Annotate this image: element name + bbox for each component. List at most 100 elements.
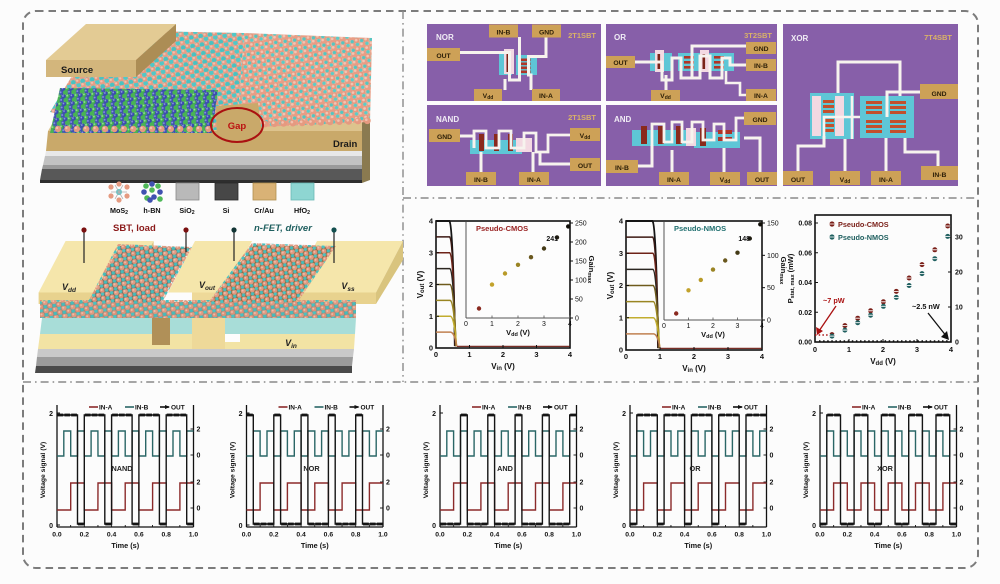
svg-text:Vin (V): Vin (V) — [491, 362, 515, 372]
svg-text:GND: GND — [539, 30, 554, 37]
svg-text:IN-B: IN-B — [325, 405, 339, 412]
svg-text:OUT: OUT — [791, 177, 806, 184]
svg-text:0: 0 — [960, 506, 964, 513]
svg-text:2: 2 — [49, 411, 53, 418]
svg-text:2: 2 — [812, 411, 816, 418]
svg-text:50: 50 — [767, 285, 775, 292]
svg-text:IN-A: IN-A — [527, 177, 541, 184]
svg-text:0.6: 0.6 — [324, 532, 334, 539]
svg-text:0.08: 0.08 — [798, 221, 812, 228]
svg-text:2T1SBT: 2T1SBT — [568, 31, 596, 40]
svg-text:1: 1 — [658, 352, 662, 361]
svg-text:IN-B: IN-B — [135, 405, 149, 412]
svg-text:Vdd (V): Vdd (V) — [506, 328, 530, 338]
svg-text:1: 1 — [687, 323, 691, 330]
svg-text:Vdd (V): Vdd (V) — [870, 357, 896, 367]
svg-text:Pseudo-CMOS: Pseudo-CMOS — [476, 224, 528, 233]
svg-text:0.8: 0.8 — [351, 532, 361, 539]
svg-text:NOR: NOR — [303, 464, 320, 473]
svg-text:0: 0 — [960, 453, 964, 460]
svg-text:0.04: 0.04 — [798, 280, 812, 287]
svg-text:Gainmax: Gainmax — [586, 256, 596, 285]
svg-text:XOR: XOR — [877, 464, 894, 473]
svg-text:Gainmax: Gainmax — [778, 257, 788, 286]
svg-text:30: 30 — [955, 235, 963, 242]
svg-text:IN-B: IN-B — [898, 405, 912, 412]
svg-text:Vdd: Vdd — [840, 177, 851, 185]
svg-text:1: 1 — [619, 313, 623, 322]
svg-text:OUT: OUT — [436, 53, 451, 60]
svg-text:IN-A: IN-A — [667, 177, 681, 184]
svg-text:0: 0 — [197, 506, 201, 513]
svg-text:2: 2 — [197, 427, 201, 434]
svg-text:0.0: 0.0 — [52, 532, 62, 539]
svg-text:1.0: 1.0 — [762, 532, 772, 539]
svg-text:0.4: 0.4 — [490, 532, 500, 539]
svg-text:0.4: 0.4 — [870, 532, 880, 539]
svg-text:Gap: Gap — [228, 121, 247, 132]
svg-text:100: 100 — [767, 253, 779, 260]
svg-text:100: 100 — [575, 278, 587, 285]
svg-text:2: 2 — [960, 427, 964, 434]
svg-text:Time (s): Time (s) — [301, 541, 329, 550]
svg-text:4: 4 — [619, 217, 624, 226]
svg-text:0: 0 — [622, 523, 626, 530]
svg-text:4: 4 — [949, 345, 954, 354]
svg-text:0.8: 0.8 — [544, 532, 554, 539]
svg-text:Vss: Vss — [341, 281, 355, 293]
svg-text:2: 2 — [770, 427, 774, 434]
svg-text:IN-A: IN-A — [862, 405, 876, 412]
svg-text:Voltage signal (V): Voltage signal (V) — [40, 442, 47, 499]
svg-text:OUT: OUT — [755, 177, 770, 184]
svg-text:2: 2 — [580, 480, 584, 487]
svg-text:4: 4 — [568, 350, 573, 359]
svg-text:150: 150 — [767, 221, 779, 228]
svg-text:2T1SBT: 2T1SBT — [568, 113, 596, 122]
svg-text:0: 0 — [580, 453, 584, 460]
svg-text:4: 4 — [760, 323, 764, 330]
svg-text:Time (s): Time (s) — [494, 541, 522, 550]
svg-text:Vin (V): Vin (V) — [682, 364, 706, 374]
svg-text:2: 2 — [239, 411, 243, 418]
svg-text:Voltage signal (V): Voltage signal (V) — [423, 442, 430, 499]
svg-text:2: 2 — [386, 427, 390, 434]
svg-text:0.02: 0.02 — [798, 310, 812, 317]
svg-text:SiO2: SiO2 — [179, 206, 194, 216]
svg-text:1.0: 1.0 — [572, 532, 582, 539]
svg-text:0: 0 — [49, 523, 53, 530]
svg-text:Vout: Vout — [199, 280, 216, 292]
svg-text:Vdd: Vdd — [660, 93, 671, 101]
svg-text:0.6: 0.6 — [134, 532, 144, 539]
svg-text:IN-A: IN-A — [482, 405, 496, 412]
svg-text:2: 2 — [619, 281, 623, 290]
svg-text:1: 1 — [490, 321, 494, 328]
svg-text:1.0: 1.0 — [189, 532, 199, 539]
svg-text:3: 3 — [542, 321, 546, 328]
svg-text:0: 0 — [770, 506, 774, 513]
svg-text:Si: Si — [223, 206, 230, 215]
svg-text:AND: AND — [497, 464, 513, 473]
svg-text:0.0: 0.0 — [435, 532, 445, 539]
svg-text:2: 2 — [881, 345, 885, 354]
svg-text:0.2: 0.2 — [80, 532, 90, 539]
svg-text:SBT, load: SBT, load — [113, 223, 156, 234]
svg-text:0: 0 — [580, 506, 584, 513]
svg-text:10: 10 — [955, 305, 963, 312]
svg-text:3: 3 — [736, 323, 740, 330]
svg-text:2: 2 — [622, 411, 626, 418]
svg-text:0.2: 0.2 — [843, 532, 853, 539]
svg-text:IN-B: IN-B — [615, 165, 629, 172]
svg-text:IN-A: IN-A — [539, 93, 553, 100]
svg-text:NOR: NOR — [436, 33, 454, 42]
svg-text:0.6: 0.6 — [517, 532, 527, 539]
svg-text:XOR: XOR — [791, 34, 809, 43]
svg-text:0.2: 0.2 — [463, 532, 473, 539]
svg-text:Source: Source — [61, 65, 93, 76]
svg-text:241: 241 — [546, 236, 558, 243]
svg-text:IN-A: IN-A — [99, 405, 113, 412]
svg-text:50: 50 — [575, 297, 583, 304]
svg-text:GND: GND — [752, 117, 767, 124]
svg-text:0: 0 — [432, 523, 436, 530]
svg-text:0: 0 — [429, 344, 433, 353]
svg-text:0: 0 — [386, 506, 390, 513]
